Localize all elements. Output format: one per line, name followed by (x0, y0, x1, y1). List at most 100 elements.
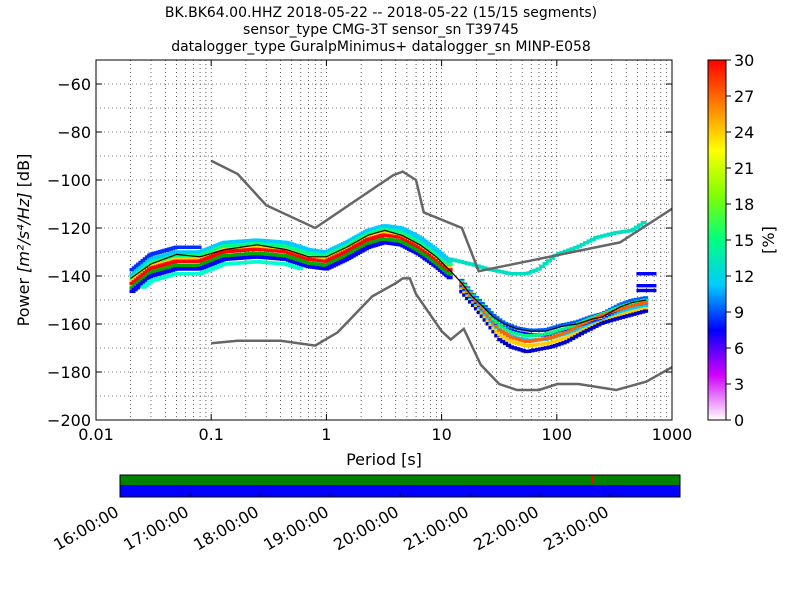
heatmap-cell (613, 309, 619, 313)
heatmap-cell (583, 241, 590, 245)
heatmap-cell (575, 324, 582, 329)
heatmap-cell (552, 343, 558, 348)
heatmap-cell (590, 314, 596, 318)
heatmap-cell (537, 333, 544, 337)
heatmap-cell (546, 345, 552, 350)
heatmap-cell (599, 313, 605, 318)
heatmap-cell (622, 306, 628, 310)
heatmap-cell (447, 257, 454, 261)
heatmap-cell (440, 266, 447, 271)
heatmap-cell (491, 321, 497, 325)
heatmap-cell (476, 305, 482, 309)
heatmap-cell (142, 257, 149, 261)
heatmap-cell (587, 327, 593, 331)
heatmap-cell (558, 342, 564, 346)
heatmap-cell (596, 323, 602, 327)
heatmap-cell (532, 348, 538, 352)
heatmap-cell (584, 326, 590, 331)
heatmap-cell (444, 257, 451, 261)
heatmap-cell (637, 310, 643, 315)
heatmap-cell (138, 282, 145, 286)
heatmap-cell (131, 284, 138, 288)
heatmap-cell (549, 326, 555, 330)
grid (95, 59, 672, 421)
heatmap-cell (599, 321, 605, 326)
heatmap-cell (464, 261, 471, 266)
heatmap-cell (540, 342, 547, 346)
heatmap-cell (528, 269, 535, 274)
heatmap-cell (517, 347, 523, 352)
heatmap-cell (613, 315, 619, 319)
heatmap-cell (481, 266, 488, 270)
heatmap-cell (540, 346, 547, 351)
heatmap-cell (491, 330, 497, 334)
colorbar (707, 59, 727, 421)
heatmap-cell (440, 260, 447, 265)
y-axis-label-suffix: [dB] (14, 154, 33, 193)
heatmap-cell (537, 328, 544, 332)
heatmap-cell (195, 245, 202, 249)
data-availability-bar: 16:00:0017:00:0018:00:0019:00:0020:00:00… (50, 474, 681, 554)
heatmap-cell (444, 260, 451, 265)
heatmap-cell (628, 307, 634, 312)
heatmap-cell (555, 338, 561, 342)
heatmap-cell (133, 264, 140, 268)
heatmap-cell (494, 320, 500, 324)
heatmap-cell (500, 320, 506, 324)
heatmap-cell (435, 249, 442, 254)
heatmap-cell (572, 335, 579, 339)
heatmap-cell (581, 330, 587, 334)
heatmap-cell (631, 301, 637, 305)
heatmap-cell (589, 237, 596, 242)
heatmap-cell (461, 260, 468, 265)
heatmap-cell (579, 242, 586, 247)
x-tick-label: 10 (431, 425, 451, 444)
heatmap-cell (476, 310, 482, 315)
heatmap-cell (437, 251, 444, 256)
colorbar-tick-label: 0 (734, 411, 744, 430)
heatmap-cell (485, 313, 491, 317)
heatmap-cell (607, 318, 614, 323)
heatmap-cell (503, 341, 509, 346)
heatmap-cell (138, 260, 145, 265)
heatmap-cell (535, 328, 541, 332)
heatmap-cell (610, 309, 617, 314)
heatmap-cell (564, 322, 570, 326)
y-tick-label: −160 (47, 315, 91, 334)
heatmap-cell (567, 321, 573, 326)
heatmap-cell (529, 339, 535, 343)
y-axis-label-prefix: Power (14, 273, 33, 326)
heatmap-cell (606, 232, 613, 236)
heatmap-cell (610, 231, 617, 236)
heatmap-cell (138, 265, 145, 269)
heatmap-cell (501, 270, 508, 275)
heatmap-cell (613, 317, 619, 321)
x-tick-label: 1 (321, 425, 331, 444)
heatmap-cell (642, 309, 649, 313)
heatmap-cell (543, 332, 550, 336)
heatmap-cell (482, 304, 488, 309)
heatmap-cell (462, 293, 468, 297)
heatmap-cell (136, 280, 143, 285)
heatmap-cell (552, 334, 558, 338)
heatmap-cell (514, 337, 520, 341)
heatmap-cell (584, 320, 590, 325)
heatmap-cell (631, 298, 637, 302)
heatmap-cell (619, 302, 625, 306)
heatmap-cell (440, 270, 447, 274)
heatmap-cell (634, 311, 640, 316)
colorbar-label: [%] (759, 226, 778, 254)
heatmap-cell (140, 272, 147, 277)
y-tick-label: −200 (47, 411, 91, 430)
heatmap-cell (558, 328, 564, 332)
heatmap-cell (616, 303, 622, 307)
heatmap-cell (600, 234, 607, 238)
heatmap-cell (498, 270, 505, 274)
heatmap-cell (500, 325, 506, 329)
heatmap-cell (129, 289, 136, 294)
heatmap-cell (140, 258, 147, 263)
heatmap-cell (537, 337, 544, 342)
heatmap-cell (471, 263, 478, 267)
heatmap-cell (511, 340, 517, 345)
